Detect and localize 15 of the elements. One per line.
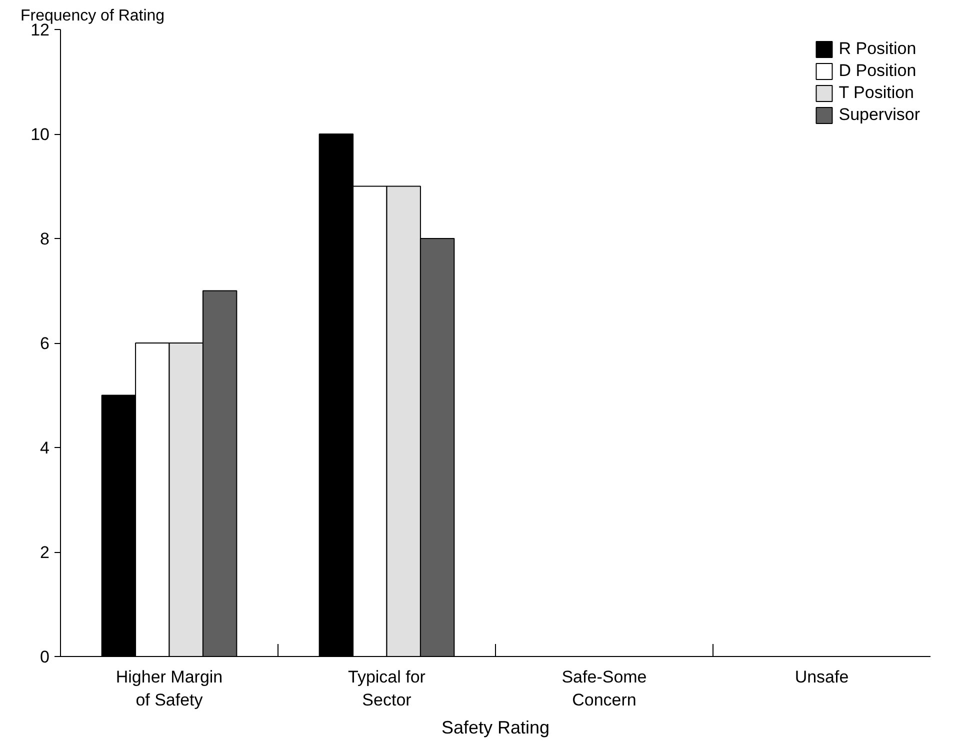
y-tick-label: 0 — [40, 648, 50, 666]
x-tick-label: Unsafe — [794, 668, 849, 686]
legend-label: T Position — [838, 83, 914, 103]
legend-label: D Position — [838, 61, 916, 81]
y-tick-label: 2 — [40, 543, 50, 562]
x-tick-label: Safe-Some Concern — [562, 668, 647, 710]
legend-label: R Position — [838, 39, 916, 59]
x-tick-label: Higher Margin of Safety — [116, 668, 223, 710]
y-tick-label: 4 — [40, 438, 50, 458]
y-tick-label: 10 — [30, 125, 50, 144]
y-tick-label: 6 — [40, 334, 50, 353]
x-tick-label: Typical for Sector — [348, 668, 426, 710]
x-axis-title: Safety Rating — [441, 717, 550, 738]
y-tick-label: 8 — [40, 230, 50, 248]
legend-label: Supervisor — [838, 105, 920, 125]
